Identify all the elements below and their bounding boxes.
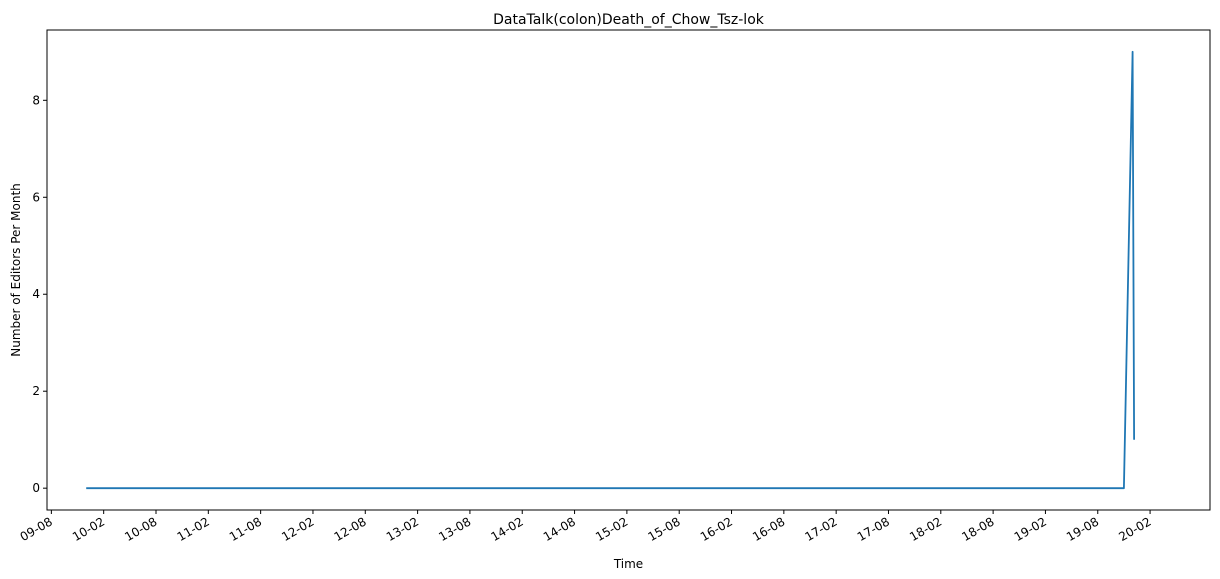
y-axis-label: Number of Editors Per Month [9, 183, 23, 357]
chart-title: DataTalk(colon)Death_of_Chow_Tsz-lok [493, 12, 765, 28]
y-tick-label: 2 [32, 384, 40, 398]
y-tick-label: 6 [32, 190, 40, 204]
series-layer [86, 50, 1135, 490]
series-line [86, 50, 1135, 490]
y-tick-label: 4 [32, 287, 40, 301]
y-tick-label: 8 [32, 93, 40, 107]
plot-frame [46, 29, 1211, 511]
x-axis-label: Time [613, 557, 643, 571]
y-tick-label: 0 [32, 481, 40, 495]
